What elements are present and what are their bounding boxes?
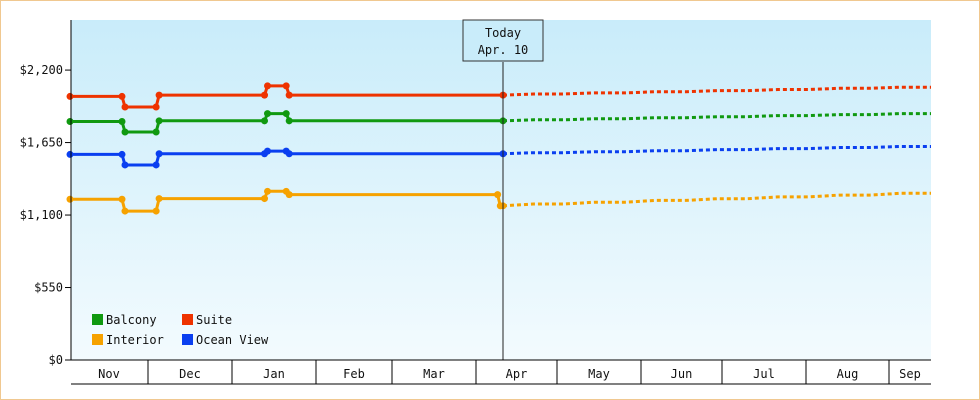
x-month-label: May — [588, 367, 610, 381]
series-interior — [66, 187, 931, 215]
data-point — [264, 110, 272, 118]
data-point — [155, 91, 163, 99]
data-point — [121, 128, 129, 136]
series-line-forecast — [502, 112, 931, 123]
y-tick-label: $1,100 — [20, 208, 63, 222]
data-point — [494, 191, 502, 199]
legend-label: Ocean View — [196, 333, 269, 347]
data-point — [118, 195, 126, 203]
data-point — [261, 117, 269, 125]
data-point — [285, 191, 293, 199]
x-month-label: Jul — [753, 367, 775, 381]
y-tick-label: $2,200 — [20, 63, 63, 77]
series-ocean-view — [66, 145, 931, 169]
data-point — [121, 103, 129, 111]
data-point — [152, 103, 160, 111]
data-point — [66, 195, 74, 203]
legend-swatch — [92, 334, 103, 345]
data-point — [282, 110, 290, 118]
data-point — [155, 150, 163, 158]
x-month-label: Nov — [98, 367, 120, 381]
legend-swatch — [92, 314, 103, 325]
x-month-label: Feb — [343, 367, 365, 381]
today-box — [462, 19, 544, 62]
series-line-actual — [70, 112, 503, 134]
series-line-actual — [70, 84, 503, 109]
today-date: Apr. 10 — [478, 43, 529, 57]
data-point — [66, 92, 74, 100]
legend-item: Interior — [92, 333, 164, 347]
data-point — [264, 147, 272, 155]
data-point — [261, 91, 269, 99]
data-point — [285, 117, 293, 125]
series-line-forecast — [502, 85, 931, 97]
legend-label: Interior — [106, 333, 164, 347]
data-point — [121, 161, 129, 169]
data-point — [66, 117, 74, 125]
data-point — [282, 82, 290, 90]
plot-background — [71, 20, 931, 360]
data-point — [264, 82, 272, 90]
data-point — [261, 195, 269, 203]
y-tick-label: $0 — [49, 353, 63, 367]
today-title: Today — [485, 26, 521, 40]
today-marker: Today Apr. 10 — [462, 19, 544, 360]
data-point — [118, 150, 126, 158]
data-point — [152, 161, 160, 169]
legend-item: Suite — [182, 313, 232, 327]
series-balcony — [66, 110, 931, 136]
legend-swatch — [182, 314, 193, 325]
legend-label: Suite — [196, 313, 232, 327]
data-point — [155, 117, 163, 125]
legend: Balcony Suite Interior Ocean View — [92, 313, 269, 347]
data-point — [118, 92, 126, 100]
data-point — [121, 207, 129, 215]
data-point — [66, 150, 74, 158]
x-month-label: Dec — [179, 367, 201, 381]
data-point — [285, 150, 293, 158]
axes: $0 $550 $1,100 $1,650 $2,200 Nov Dec Jan Feb Mar A… — [20, 20, 931, 385]
data-point — [264, 187, 272, 195]
series-line-forecast — [502, 191, 931, 208]
x-month-label: Aug — [837, 367, 859, 381]
legend-item: Balcony — [92, 313, 157, 327]
y-tick-label: $1,650 — [20, 136, 63, 150]
data-point — [152, 207, 160, 215]
data-point — [285, 91, 293, 99]
legend-item: Ocean View — [182, 333, 269, 347]
data-point — [155, 195, 163, 203]
legend-swatch — [182, 334, 193, 345]
x-month-label: Jun — [671, 367, 693, 381]
x-month-label: Sep — [899, 367, 921, 381]
data-point — [152, 128, 160, 136]
y-tick-label: $550 — [34, 281, 63, 295]
x-month-label: Jan — [263, 367, 285, 381]
series-layer — [66, 82, 931, 215]
x-month-label: Mar — [423, 367, 445, 381]
data-point — [118, 117, 126, 125]
x-month-label: Apr — [506, 367, 528, 381]
legend-label: Balcony — [106, 313, 157, 327]
series-line-forecast — [502, 145, 931, 156]
